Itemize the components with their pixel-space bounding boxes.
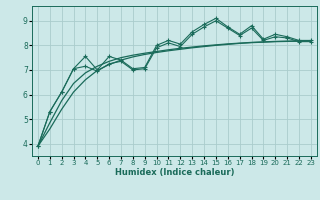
X-axis label: Humidex (Indice chaleur): Humidex (Indice chaleur): [115, 168, 234, 177]
